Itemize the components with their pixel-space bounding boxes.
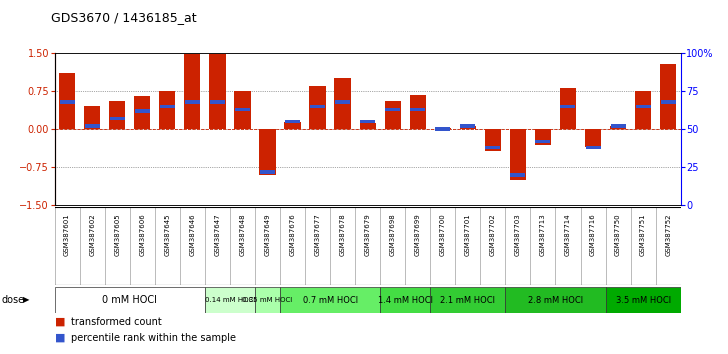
- Bar: [159, 104, 175, 108]
- Bar: [334, 79, 351, 129]
- Text: GSM387703: GSM387703: [515, 213, 521, 256]
- Bar: [285, 122, 301, 129]
- Text: 2.1 mM HOCl: 2.1 mM HOCl: [440, 296, 495, 304]
- Text: GSM387649: GSM387649: [264, 213, 271, 256]
- Bar: [505, 287, 606, 313]
- Bar: [410, 95, 426, 129]
- Bar: [260, 170, 275, 173]
- Text: GSM387751: GSM387751: [640, 213, 646, 256]
- Bar: [459, 126, 476, 129]
- Text: transformed count: transformed count: [71, 317, 162, 327]
- Text: GSM387713: GSM387713: [540, 213, 546, 256]
- Text: GSM387601: GSM387601: [64, 213, 70, 256]
- Text: GSM387647: GSM387647: [214, 213, 221, 256]
- Bar: [60, 100, 75, 104]
- Text: GSM387676: GSM387676: [290, 213, 296, 256]
- Bar: [560, 87, 576, 129]
- Text: GSM387714: GSM387714: [565, 213, 571, 256]
- Bar: [159, 91, 175, 129]
- Bar: [55, 287, 205, 313]
- Bar: [185, 100, 200, 104]
- Bar: [309, 86, 325, 129]
- Text: GSM387606: GSM387606: [139, 213, 146, 256]
- Text: GSM387701: GSM387701: [464, 213, 471, 256]
- Text: 1.4 mM HOCl: 1.4 mM HOCl: [378, 296, 432, 304]
- Text: ▶: ▶: [23, 296, 30, 304]
- Bar: [210, 100, 225, 104]
- Bar: [285, 120, 300, 124]
- Bar: [384, 101, 401, 129]
- Text: GSM387752: GSM387752: [665, 213, 671, 256]
- Bar: [435, 128, 451, 129]
- Text: 0.35 mM HOCl: 0.35 mM HOCl: [242, 297, 293, 303]
- Bar: [235, 108, 250, 111]
- Text: GSM387677: GSM387677: [314, 213, 320, 256]
- Text: GSM387678: GSM387678: [339, 213, 346, 256]
- Text: GSM387605: GSM387605: [114, 213, 120, 256]
- Bar: [135, 109, 150, 113]
- Bar: [606, 287, 681, 313]
- Bar: [660, 100, 676, 104]
- Text: GSM387699: GSM387699: [415, 213, 421, 256]
- Bar: [59, 73, 75, 129]
- Text: GDS3670 / 1436185_at: GDS3670 / 1436185_at: [51, 11, 197, 24]
- Text: 0 mM HOCl: 0 mM HOCl: [103, 295, 157, 305]
- Bar: [610, 126, 626, 129]
- Bar: [360, 120, 375, 124]
- Text: GSM387702: GSM387702: [490, 213, 496, 256]
- Bar: [460, 124, 475, 128]
- Text: ■: ■: [55, 317, 65, 327]
- Bar: [660, 64, 676, 129]
- Text: ■: ■: [55, 333, 65, 343]
- Text: GSM387645: GSM387645: [165, 213, 170, 256]
- Bar: [134, 96, 151, 129]
- Text: GSM387679: GSM387679: [365, 213, 371, 256]
- Bar: [535, 139, 550, 143]
- Bar: [561, 104, 576, 108]
- Text: 3.5 mM HOCl: 3.5 mM HOCl: [616, 296, 670, 304]
- Bar: [255, 287, 280, 313]
- Bar: [486, 146, 500, 149]
- Bar: [360, 123, 376, 129]
- Bar: [611, 124, 625, 128]
- Bar: [335, 100, 350, 104]
- Text: GSM387698: GSM387698: [389, 213, 396, 256]
- Text: GSM387716: GSM387716: [590, 213, 596, 256]
- Bar: [84, 106, 100, 129]
- Bar: [585, 146, 601, 149]
- Bar: [510, 173, 526, 177]
- Bar: [635, 91, 652, 129]
- Bar: [280, 287, 380, 313]
- Bar: [84, 124, 100, 128]
- Text: 0.7 mM HOCl: 0.7 mM HOCl: [303, 296, 357, 304]
- Bar: [636, 104, 651, 108]
- Text: 2.8 mM HOCl: 2.8 mM HOCl: [528, 296, 583, 304]
- Text: GSM387750: GSM387750: [615, 213, 621, 256]
- Bar: [435, 127, 451, 131]
- Bar: [585, 129, 601, 147]
- Bar: [430, 287, 505, 313]
- Bar: [209, 54, 226, 129]
- Bar: [184, 54, 200, 129]
- Text: percentile rank within the sample: percentile rank within the sample: [71, 333, 236, 343]
- Bar: [385, 108, 400, 111]
- Bar: [109, 101, 125, 129]
- Bar: [535, 129, 551, 145]
- Bar: [510, 129, 526, 180]
- Bar: [205, 287, 255, 313]
- Text: dose: dose: [1, 295, 25, 305]
- Bar: [410, 108, 425, 111]
- Text: 0.14 mM HOCl: 0.14 mM HOCl: [205, 297, 255, 303]
- Bar: [259, 129, 276, 175]
- Bar: [310, 104, 325, 108]
- Bar: [380, 287, 430, 313]
- Text: GSM387648: GSM387648: [240, 213, 245, 256]
- Text: GSM387646: GSM387646: [189, 213, 195, 256]
- Text: GSM387700: GSM387700: [440, 213, 446, 256]
- Bar: [110, 117, 124, 120]
- Bar: [234, 91, 250, 129]
- Bar: [485, 129, 501, 150]
- Text: GSM387602: GSM387602: [89, 213, 95, 256]
